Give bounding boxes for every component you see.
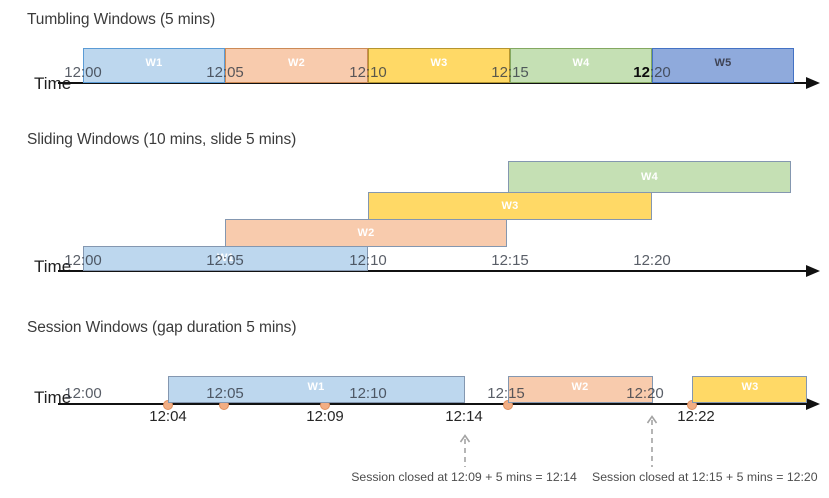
window-label: W1 [216, 252, 235, 264]
window-label: W4 [640, 170, 659, 183]
time-axis-line [58, 270, 808, 272]
event-time-label: 12:22 [677, 408, 715, 425]
session-title: Session Windows (gap duration 5 mins) [27, 319, 297, 336]
sliding-window-w1: W1 [83, 246, 368, 271]
close-time-label: 12:14 [445, 408, 483, 425]
window-label: W3 [430, 57, 448, 69]
tumbling-window-w2: W2 [225, 48, 368, 83]
tick-label: 12:20 [626, 385, 664, 402]
window-label: W3 [501, 199, 519, 212]
window-label: W4 [572, 57, 590, 69]
sliding-window-w2: W2 [225, 219, 507, 247]
tumbling-window-w4: W4 [510, 48, 652, 83]
window-label: W2 [571, 381, 589, 393]
session-close-annotation: Session closed at 12:15 + 5 mins = 12:20 [592, 470, 818, 484]
axis-arrow-icon [806, 265, 820, 277]
axis-arrow-icon [806, 398, 820, 410]
session-window-w3 [692, 376, 807, 403]
axis-arrow-icon [806, 77, 820, 89]
dashed-arrow-icon [646, 415, 658, 467]
window-label: W1 [307, 381, 325, 393]
tick-label: 12:15 [491, 252, 529, 269]
sliding-title: Sliding Windows (10 mins, slide 5 mins) [27, 131, 297, 148]
tick-label: 12:15 [491, 64, 529, 81]
event-time-label: 12:04 [149, 408, 187, 425]
tick-label: 12:20 [633, 64, 671, 81]
time-axis-line [58, 82, 808, 84]
dashed-arrow-icon [459, 434, 471, 467]
tick-label: 12:05 [206, 252, 244, 269]
tick-label: 12:15 [487, 385, 525, 402]
tick-label: 12:20 [633, 252, 671, 269]
tick-label: 12:05 [206, 385, 244, 402]
sliding-window-w3: W3 [368, 192, 652, 220]
tick-label: 12:10 [349, 252, 387, 269]
session-close-annotation: Session closed at 12:09 + 5 mins = 12:14 [351, 470, 577, 484]
time-axis-line [58, 403, 808, 405]
tick-label: 12:10 [349, 64, 387, 81]
time-axis-label: Time [34, 388, 72, 407]
tick-label: 12:00 [64, 64, 102, 81]
window-label: W1 [145, 57, 163, 69]
session-window-w2 [508, 376, 653, 403]
tumbling-window-w3: W3 [368, 48, 510, 83]
tumbling-title: Tumbling Windows (5 mins) [27, 11, 216, 28]
window-label: W3 [741, 381, 759, 393]
sliding-window-w4: W4 [508, 161, 791, 193]
window-label: W5 [714, 57, 732, 69]
window-label: W2 [287, 57, 306, 69]
event-time-label: 12:09 [306, 408, 344, 425]
tumbling-window-w1: W1 [83, 48, 225, 83]
time-axis-label: Time [34, 74, 72, 93]
tick-label: 12:05 [206, 64, 244, 81]
session-window-w1 [168, 376, 465, 403]
tick-label: 12:00 [64, 385, 102, 402]
tumbling-window-w5: W5 [652, 48, 794, 83]
tick-label: 12:00 [64, 252, 102, 269]
tick-label: 12:10 [349, 385, 387, 402]
window-label: W2 [357, 226, 375, 239]
